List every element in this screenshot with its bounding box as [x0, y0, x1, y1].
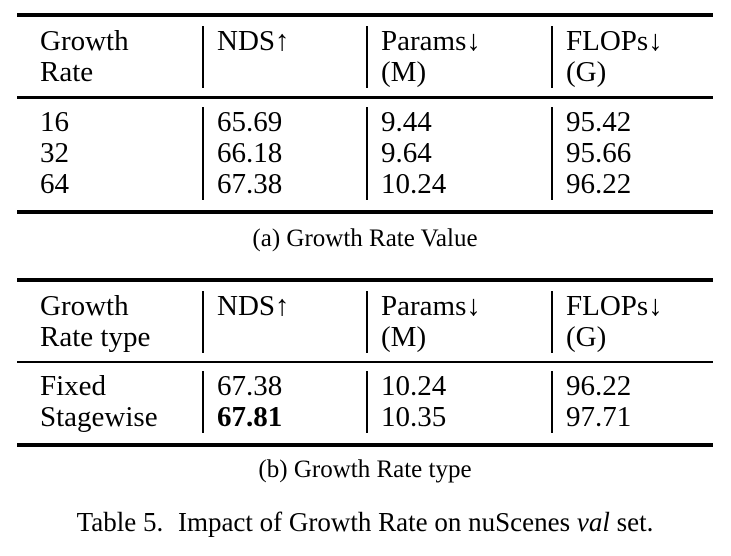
header-line: FLOPs↓: [566, 25, 663, 57]
cell-flops: 96.22: [551, 168, 713, 200]
caption-text-end: set.: [616, 507, 654, 537]
header-line: FLOPs↓: [566, 289, 663, 322]
header-line: Rate type: [40, 320, 151, 353]
table-a-caption: (a) Growth Rate Value: [252, 224, 478, 252]
column-header-params: Params↓ (M): [366, 289, 551, 353]
table-b-header-rule: [17, 360, 713, 363]
column-header-nds: NDS↑: [202, 26, 366, 88]
column-header-flops: FLOPs↓ (G): [551, 26, 713, 88]
column-header-nds: NDS↑: [202, 289, 366, 353]
table-b-header-row: Growth Rate type NDS↑ Params↓ (M) FLOPs↓…: [17, 282, 713, 361]
table-a-top-rule: [17, 13, 713, 17]
cell-flops: 95.66: [551, 137, 713, 169]
header-line: (M): [381, 56, 427, 88]
table-row: Stagewise 67.81 10.35 97.71: [17, 402, 713, 433]
cell-params: 10.24: [366, 168, 551, 200]
header-line: (M): [381, 320, 427, 353]
header-line: (G): [566, 56, 607, 88]
header-line: (G): [566, 320, 607, 353]
table-row: Fixed 67.38 10.24 96.22: [17, 371, 713, 402]
table-a-header-row: Growth Rate NDS↑ Params↓ (M) FLOPs↓ (G): [17, 17, 713, 96]
column-header-growth-rate: Growth Rate: [17, 26, 202, 88]
header-line: NDS↑: [217, 289, 290, 322]
header-line: Rate: [40, 56, 94, 88]
header-line: [217, 322, 366, 353]
table-row: 16 65.69 9.44 95.42: [17, 105, 713, 138]
header-line: Growth: [40, 25, 129, 57]
cell-nds: 67.38: [202, 168, 366, 200]
table-b-caption: (b) Growth Rate type: [258, 456, 472, 483]
cell-nds-best: 67.81: [202, 402, 366, 433]
table-b-bottom-rule: [17, 443, 713, 447]
cell-params: 9.44: [366, 106, 551, 138]
cell-nds: 65.69: [202, 106, 366, 138]
table-a-body: 16 65.69 9.44 95.42 32 66.18 9.64 95.66 …: [17, 99, 713, 210]
column-header-params: Params↓ (M): [366, 26, 551, 88]
header-line: [217, 57, 366, 88]
cell-growth-rate: 64: [40, 167, 69, 200]
table-b-top-rule: [17, 277, 713, 282]
cell-flops: 97.71: [551, 402, 713, 433]
table-row: 32 66.18 9.64 95.66: [17, 136, 713, 169]
caption-label: Table 5.: [76, 507, 164, 537]
cell-growth-rate: 32: [40, 136, 69, 169]
column-header-growth-rate-type: Growth Rate type: [17, 289, 202, 353]
header-line: Growth: [40, 289, 129, 322]
table-a-growth-rate-value: Growth Rate NDS↑ Params↓ (M) FLOPs↓ (G) …: [17, 13, 713, 214]
table-b-body: Fixed 67.38 10.24 96.22 Stagewise 67.81 …: [17, 363, 713, 443]
column-header-flops: FLOPs↓ (G): [551, 289, 713, 353]
table-b-growth-rate-type: Growth Rate type NDS↑ Params↓ (M) FLOPs↓…: [17, 277, 713, 447]
page-content: Growth Rate NDS↑ Params↓ (M) FLOPs↓ (G) …: [17, 13, 713, 537]
table-caption: Table 5. Impact of Growth Rate on nuScen…: [17, 507, 713, 537]
table-a-bottom-rule: [17, 209, 713, 214]
cell-growth-rate-type: Fixed: [40, 370, 107, 402]
cell-flops: 96.22: [551, 371, 713, 402]
cell-nds: 67.38: [202, 371, 366, 402]
cell-growth-rate-type: Stagewise: [40, 401, 158, 433]
header-line: Params↓: [381, 25, 481, 57]
cell-params: 9.64: [366, 137, 551, 169]
table-a-header-rule: [17, 96, 713, 99]
cell-params: 10.24: [366, 371, 551, 402]
table-row: 64 67.38 10.24 96.22: [17, 167, 713, 200]
caption-italic-val: val: [576, 507, 610, 537]
caption-text: Impact of Growth Rate on nuScenes: [177, 507, 571, 537]
header-line: Params↓: [381, 289, 481, 322]
cell-growth-rate: 16: [40, 105, 69, 138]
cell-nds: 66.18: [202, 137, 366, 169]
header-line: NDS↑: [217, 25, 290, 57]
cell-flops: 95.42: [551, 106, 713, 138]
cell-params: 10.35: [366, 402, 551, 433]
